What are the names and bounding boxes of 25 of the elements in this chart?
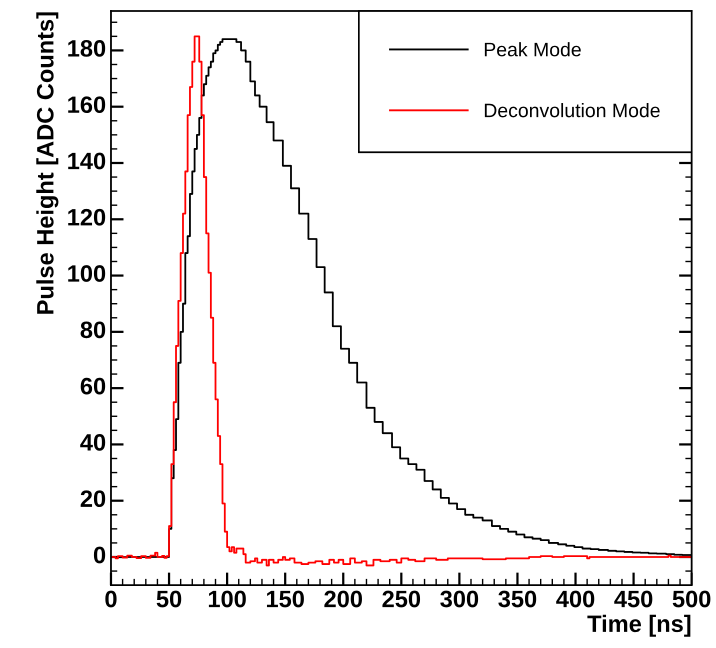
x-tick-label: 400 <box>556 590 594 608</box>
y-tick-label: 120 <box>68 208 106 226</box>
x-tick-label: 350 <box>498 590 536 608</box>
y-tick-label: 140 <box>68 152 106 170</box>
x-tick-label: 200 <box>324 590 362 608</box>
x-axis-title: Time [ns] <box>587 614 690 637</box>
y-tick-label: 60 <box>80 378 106 394</box>
y-axis-title: Pulse Height [ADC Counts] <box>36 12 58 314</box>
x-tick-label: 500 <box>672 590 710 608</box>
y-tick-label: 180 <box>68 40 106 57</box>
y-tick-label: 160 <box>68 96 106 114</box>
x-tick-label: 250 <box>382 590 420 608</box>
legend-label: Peak Mode <box>484 42 581 56</box>
x-tick-label: 50 <box>156 590 182 608</box>
x-tick-label: 300 <box>440 590 478 608</box>
x-tick-label: 0 <box>105 590 117 608</box>
y-tick-label: 100 <box>68 265 106 282</box>
x-tick-label: 100 <box>208 590 246 608</box>
y-tick-label: 20 <box>80 490 106 508</box>
y-tick-label: 0 <box>94 546 106 564</box>
y-tick-label: 80 <box>80 321 106 338</box>
y-tick-label: 40 <box>80 434 106 451</box>
legend-label: Deconvolution Mode <box>484 103 660 118</box>
x-tick-label: 450 <box>614 590 652 608</box>
x-tick-label: 150 <box>266 590 304 608</box>
